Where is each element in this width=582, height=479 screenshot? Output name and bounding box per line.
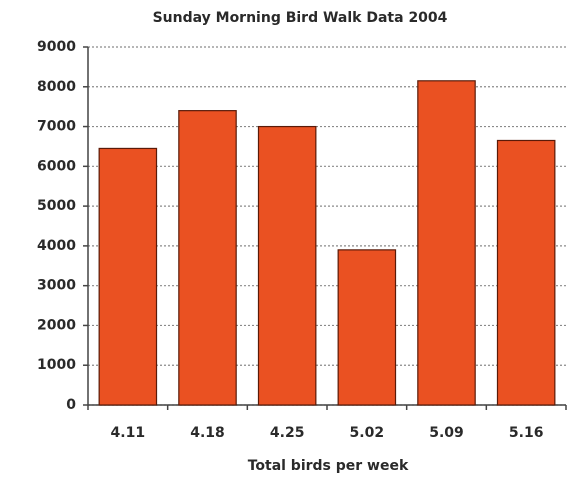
y-tick-label: 5000	[37, 198, 76, 214]
x-tick-label: 5.16	[509, 425, 544, 441]
y-tick-label: 8000	[37, 79, 76, 95]
y-tick-label: 0	[66, 397, 76, 413]
y-tick-label: 3000	[37, 278, 76, 294]
bar	[257, 125, 317, 406]
y-tick-label: 7000	[37, 119, 76, 135]
bar	[417, 80, 476, 406]
x-tick-label: 4.11	[111, 425, 146, 441]
x-tick-label: 4.25	[270, 425, 305, 441]
bar	[337, 249, 397, 406]
bar	[178, 110, 237, 406]
y-tick-label: 4000	[37, 238, 76, 254]
x-axis-label: Total birds per week	[248, 458, 409, 474]
y-tick-label: 2000	[37, 317, 76, 333]
y-tick-label: 9000	[37, 39, 76, 55]
chart-title: Sunday Morning Bird Walk Data 2004	[153, 10, 448, 26]
bar	[496, 139, 556, 406]
x-tick-label: 5.02	[350, 425, 385, 441]
y-tick-label: 6000	[37, 158, 76, 174]
x-tick-label: 4.18	[190, 425, 225, 441]
bar	[98, 147, 158, 406]
y-tick-label: 1000	[37, 357, 76, 373]
x-tick-label: 5.09	[429, 425, 464, 441]
